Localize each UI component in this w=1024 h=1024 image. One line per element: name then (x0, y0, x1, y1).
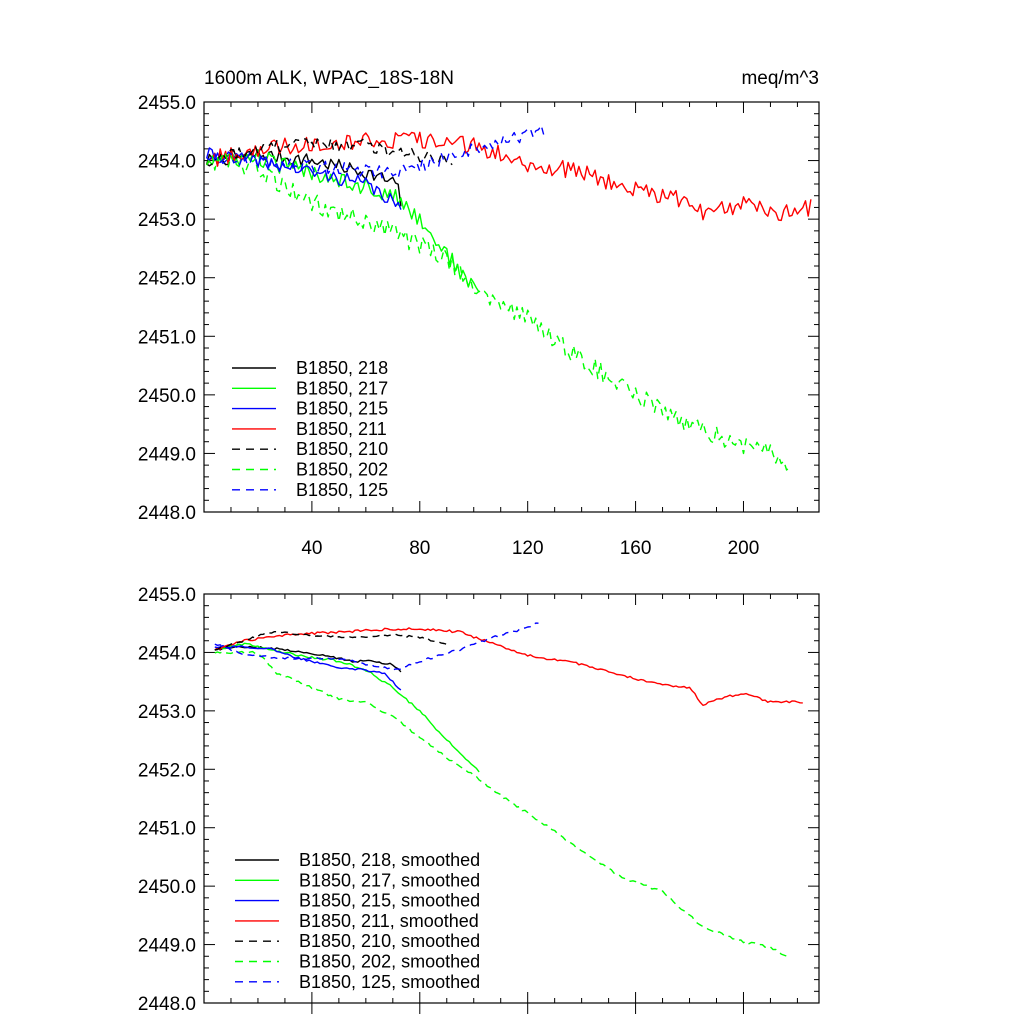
y-tick-label: 2448.0 (138, 503, 196, 524)
series-line (206, 131, 812, 222)
series-line (214, 631, 447, 651)
top-panel-series (206, 124, 812, 471)
legend-label: B1850, 218, smoothed (299, 850, 480, 870)
top-panel-axes: 2448.0 2449.0 2450.0 2451.0 2452.0 2453.0 2454… (138, 93, 820, 559)
legend-label: B1850, 218 (296, 358, 388, 378)
legend-label: B1850, 125, smoothed (299, 972, 480, 992)
series-line (214, 650, 787, 957)
legend-label: B1850, 211 (296, 419, 387, 439)
y-tick-label: 2455.0 (138, 93, 196, 114)
y-tick-label: 2453.0 (138, 702, 196, 723)
x-tick-label: 40 (301, 538, 322, 559)
y-tick-label: 2455.0 (138, 585, 196, 606)
legend-label: B1850, 202, smoothed (299, 952, 480, 972)
legend-label: B1850, 215, smoothed (299, 891, 480, 911)
y-tick-label: 2451.0 (138, 327, 196, 348)
series-line (214, 622, 539, 671)
y-tick-label: 2449.0 (138, 936, 196, 957)
top-panel-units: meq/m^3 (741, 68, 819, 89)
legend-label: B1850, 210, smoothed (299, 931, 480, 951)
legend-label: B1850, 215 (296, 399, 388, 419)
series-line (206, 149, 480, 293)
plot-frame (203, 101, 820, 513)
y-tick-label: 2453.0 (138, 210, 196, 231)
y-tick-label: 2450.0 (138, 386, 196, 407)
legend-label: B1850, 211, smoothed (299, 911, 479, 931)
y-tick-label: 2450.0 (138, 877, 196, 898)
x-tick-label: 80 (409, 538, 430, 559)
legend-label: B1850, 202 (296, 460, 388, 480)
legend-label: B1850, 125 (296, 480, 388, 500)
y-tick-label: 2452.0 (138, 269, 196, 290)
y-tick-label: 2451.0 (138, 819, 196, 840)
legend-label: B1850, 217, smoothed (299, 870, 480, 890)
y-tick-label: 2454.0 (138, 152, 196, 173)
x-tick-label: 200 (728, 538, 760, 559)
series-line (206, 138, 453, 167)
series-line (206, 124, 548, 179)
x-tick-label: 120 (512, 538, 544, 559)
y-tick-label: 2449.0 (138, 444, 196, 465)
top-panel-title: 1600m ALK, WPAC_18S-18N (204, 68, 454, 89)
bottom-panel-axes: 2448.0 2449.0 2450.0 2451.0 2452.0 2453.0 2454… (138, 585, 820, 1015)
y-tick-label: 2452.0 (138, 760, 196, 781)
series-line (214, 627, 803, 706)
series-line (206, 151, 793, 471)
bottom-panel: 2448.0 2449.0 2450.0 2451.0 2452.0 2453.0 2454… (138, 585, 820, 1015)
series-line (214, 642, 480, 773)
y-tick-label: 2448.0 (138, 994, 196, 1015)
top-panel: 1600m ALK, WPAC_18S-18N meq/m^3 2448.024… (138, 68, 820, 559)
legend-label: B1850, 210 (296, 439, 388, 459)
x-tick-label: 160 (620, 538, 652, 559)
series-line (214, 645, 402, 691)
bottom-panel-series (214, 622, 803, 957)
series-line (206, 147, 402, 210)
plot-frame (203, 593, 820, 1004)
y-tick-label: 2454.0 (138, 643, 196, 664)
legend-label: B1850, 217 (296, 378, 388, 398)
